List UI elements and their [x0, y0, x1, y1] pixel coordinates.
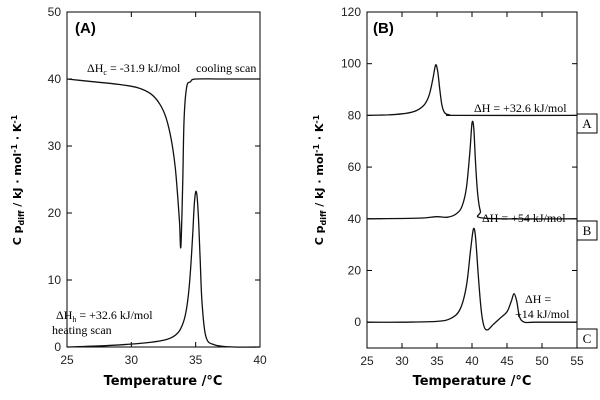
panel-b-x-tick-label: 45: [500, 354, 514, 368]
panel-a-y-axis-label: C pdiff / kJ · mol-1 · K-1: [10, 114, 26, 245]
curve-label-box-c: [576, 328, 598, 349]
panel-b-y-tick-label: 0: [354, 315, 361, 329]
panel-b-annotation-c1: ΔH =: [525, 292, 551, 306]
panel-b-y-tick-label: 60: [348, 160, 362, 174]
panel-a-series-cooling-scan: [66, 78, 260, 249]
panel-a-x-axis-label: Temperature /°C: [104, 374, 223, 389]
panel-b-x-tick-label: 30: [395, 354, 409, 368]
panel-b-series-b: [366, 120, 578, 220]
panel-b-x-axis-label: Temperature /°C: [413, 374, 532, 389]
curve-label-box-b: [576, 220, 598, 241]
panel-b-y-axis-label: C pdiff / kJ · mol-1 · K-1: [312, 114, 328, 245]
panel-b-annotation-c2: +14 kJ/mol: [515, 307, 570, 321]
panel-b-x-tick-label: 40: [465, 354, 479, 368]
panel-a-x-tick-label: 25: [60, 353, 74, 367]
panel-b-curves: [366, 64, 578, 331]
curve-label-c: C: [583, 331, 592, 346]
panel-a-ticks: 25 30 35 40 0 10 20 30 40 50: [48, 5, 267, 367]
panel-a-y-tick-label: 0: [54, 340, 61, 354]
panel-a-series-heating-scan: [66, 190, 261, 348]
panel-b-x-tick-label: 35: [430, 354, 444, 368]
panel-a-y-tick-label: 30: [48, 139, 62, 153]
panel-b-y-tick-label: 20: [348, 263, 362, 277]
panel-a-plot-frame: [66, 11, 261, 348]
panel-b-x-tick-label: 25: [360, 354, 374, 368]
panel-a: 25 30 35 40 0 10 20 30 40 50 (A) ΔHc = -31.9 kJ/m…: [10, 5, 267, 389]
panel-b-y-tick-label: 40: [348, 212, 362, 226]
panel-a-annotation-dhh: ΔHh = +32.6 kJ/mol: [56, 308, 153, 324]
panel-a-annotation-dhc: ΔHc = -31.9 kJ/mol: [87, 61, 181, 77]
panel-b-y-tick-label: 100: [341, 57, 361, 71]
panel-b-annotation-a: ΔH = +32.6 kJ/mol: [474, 101, 567, 115]
curve-label-a: A: [582, 116, 592, 131]
panel-b-series-c: [366, 227, 577, 331]
panel-a-y-tick-label: 10: [48, 273, 62, 287]
panel-b-x-tick-label: 50: [535, 354, 549, 368]
panel-a-annotation-heating: heating scan: [52, 323, 112, 337]
panel-b: 25 30 35 40 45 50 55 0 20 40 60 80 100 120 (B) ΔH = +…: [312, 5, 598, 389]
panel-a-y-tick-label: 20: [48, 206, 62, 220]
panel-b-annotation-b: ΔH = +54 kJ/mol: [482, 211, 566, 225]
panel-b-series-a: [366, 64, 578, 117]
panel-a-y-tick-label: 40: [48, 72, 62, 86]
panel-a-x-tick-label: 35: [189, 353, 203, 367]
panel-b-tag: (B): [373, 20, 394, 37]
panel-a-x-tick-label: 40: [253, 353, 267, 367]
panel-a-y-tick-label: 50: [48, 5, 62, 19]
panel-b-ticks: 25 30 35 40 45 50 55 0 20 40 60 80 100 120: [341, 5, 584, 368]
panel-b-y-tick-label: 80: [348, 108, 362, 122]
curve-label-b: B: [583, 223, 592, 238]
panel-a-annotation-cooling: cooling scan: [196, 61, 256, 75]
panel-a-tag: (A): [75, 20, 96, 37]
panel-b-x-tick-label: 55: [570, 354, 584, 368]
curve-label-box-a: [576, 113, 598, 134]
panel-b-y-tick-label: 120: [341, 5, 361, 19]
panel-a-x-tick-label: 30: [125, 353, 139, 367]
panel-a-curves: [66, 78, 261, 348]
